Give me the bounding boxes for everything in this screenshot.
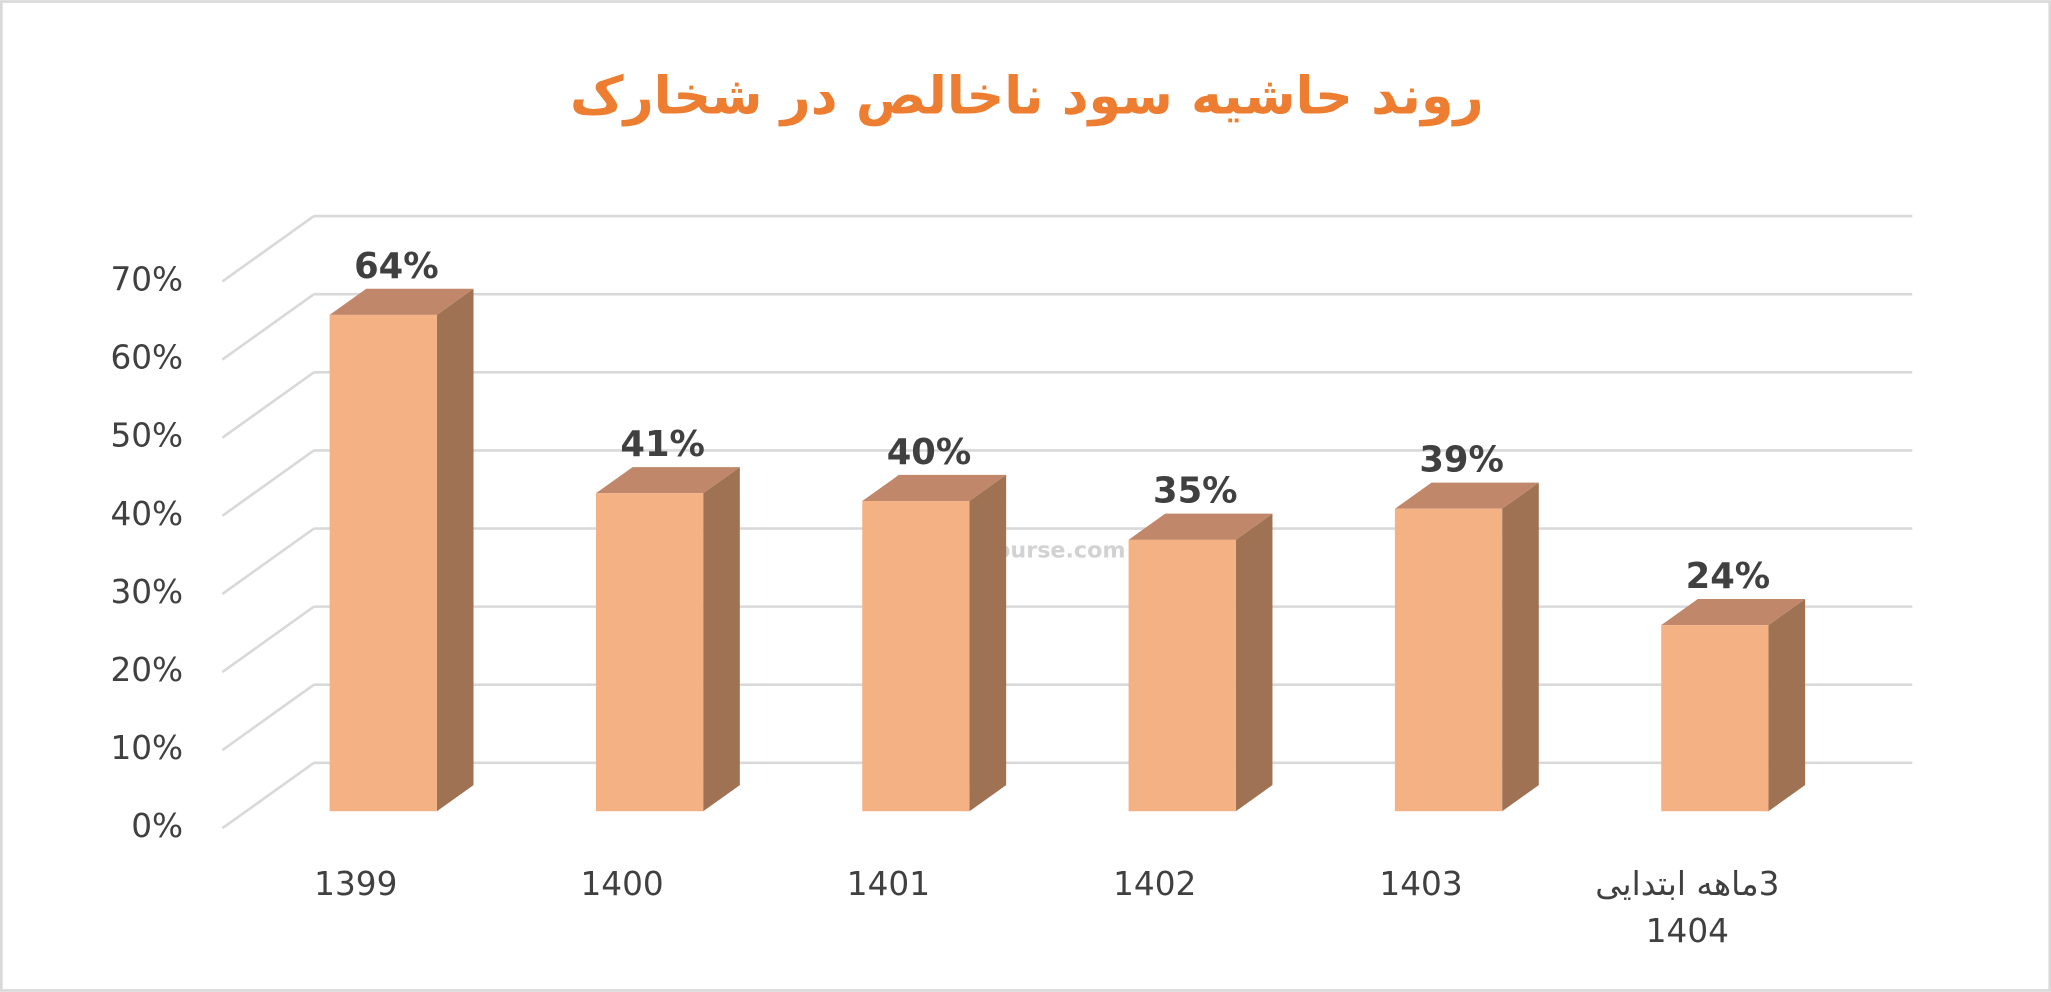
grid-line-side — [221, 527, 315, 595]
x-tick-label: 3ماهه ابتدایی 1404 — [1595, 864, 1780, 950]
bar-side — [1502, 482, 1539, 812]
bar — [1661, 625, 1769, 812]
y-tick-label: 10% — [110, 729, 183, 767]
x-tick-label-box: 1403 — [1379, 864, 1463, 903]
grid-line-side — [221, 371, 315, 439]
grid-line-side — [221, 605, 315, 674]
bar — [862, 501, 970, 812]
y-tick-label: 40% — [110, 495, 183, 533]
y-tick-label: 60% — [110, 339, 183, 377]
bar-top — [329, 288, 474, 315]
x-tick-label: 1399 — [314, 864, 398, 903]
data-label: 39% — [1419, 440, 1504, 481]
grid-line-side — [221, 215, 315, 283]
bar — [1128, 539, 1236, 812]
bar-side — [1768, 598, 1806, 812]
bar-top — [595, 467, 740, 494]
grid-line-side — [221, 761, 315, 830]
bar-side — [703, 467, 740, 812]
data-label: 40% — [887, 432, 972, 473]
bar-side — [969, 474, 1007, 812]
x-tick-label: 1401 — [846, 864, 931, 903]
y-tick-label: 50% — [110, 417, 183, 455]
grid-line-side — [221, 293, 315, 361]
data-label: 41% — [620, 424, 705, 465]
bar — [595, 493, 704, 812]
bar-top — [1394, 482, 1539, 509]
chart-title: روند حاشیه سود ناخالص در شخارک — [570, 66, 1484, 127]
data-label: 24% — [1686, 556, 1771, 597]
x-tick-label-box: 1399 — [314, 864, 398, 903]
data-label: 64% — [354, 246, 439, 287]
x-tick-label: 1403 — [1379, 864, 1463, 903]
y-tick-label: 70% — [110, 260, 183, 298]
bar-top — [1128, 513, 1273, 540]
bar-top — [862, 474, 1007, 502]
grid-line-side — [221, 449, 315, 517]
bar — [329, 314, 437, 812]
x-tick-label-box: 1402 — [1113, 864, 1197, 903]
data-label: 35% — [1153, 471, 1238, 512]
x-tick-label-box: 1400 — [580, 864, 664, 903]
x-tick-label-box: 1401 — [846, 864, 931, 903]
x-tick-label-box: 3ماهه ابتدایی 1404 — [1595, 864, 1780, 950]
bar — [1394, 508, 1503, 812]
x-tick-label: 1402 — [1113, 864, 1197, 903]
x-tick-label: 1400 — [580, 864, 664, 903]
bar-side — [436, 288, 474, 812]
grid-line-side — [221, 683, 315, 752]
bar-top — [1661, 598, 1806, 626]
y-tick-label: 20% — [110, 651, 183, 689]
bar-side — [1235, 513, 1273, 812]
y-tick-label: 0% — [131, 807, 183, 845]
y-tick-label: 30% — [110, 573, 183, 611]
